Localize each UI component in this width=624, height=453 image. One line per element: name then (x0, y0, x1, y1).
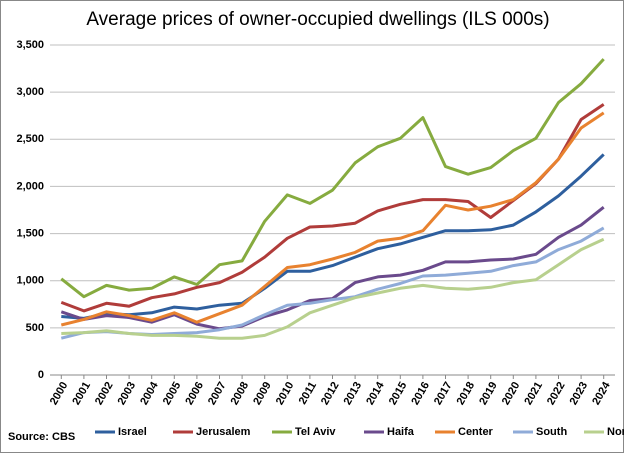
series-line (61, 153, 605, 320)
legend-label: Jerusalem (196, 426, 251, 438)
y-tick-label: 500 (26, 322, 44, 334)
chart-title: Average prices of owner-occupied dwellin… (86, 9, 549, 30)
series-line (60, 58, 605, 299)
y-tick-label: 1,500 (16, 227, 44, 239)
series-line (60, 111, 605, 327)
legend-label: Israel (118, 426, 147, 438)
y-tick-label: 3,000 (16, 86, 44, 98)
y-tick-label: 1,000 (16, 275, 44, 287)
legend-label: Tel Aviv (295, 426, 336, 438)
y-tick-label: 0 (38, 369, 44, 381)
legend-label: South (536, 426, 567, 438)
legend-label: Center (458, 426, 494, 438)
y-tick-label: 2,500 (16, 133, 44, 145)
y-tick-label: 3,500 (16, 39, 44, 51)
source-note: Source: CBS (8, 431, 75, 443)
series-line (61, 237, 605, 340)
y-tick-label: 2,000 (16, 180, 44, 192)
legend-label: Haifa (387, 426, 415, 438)
legend-label: North (607, 426, 624, 438)
